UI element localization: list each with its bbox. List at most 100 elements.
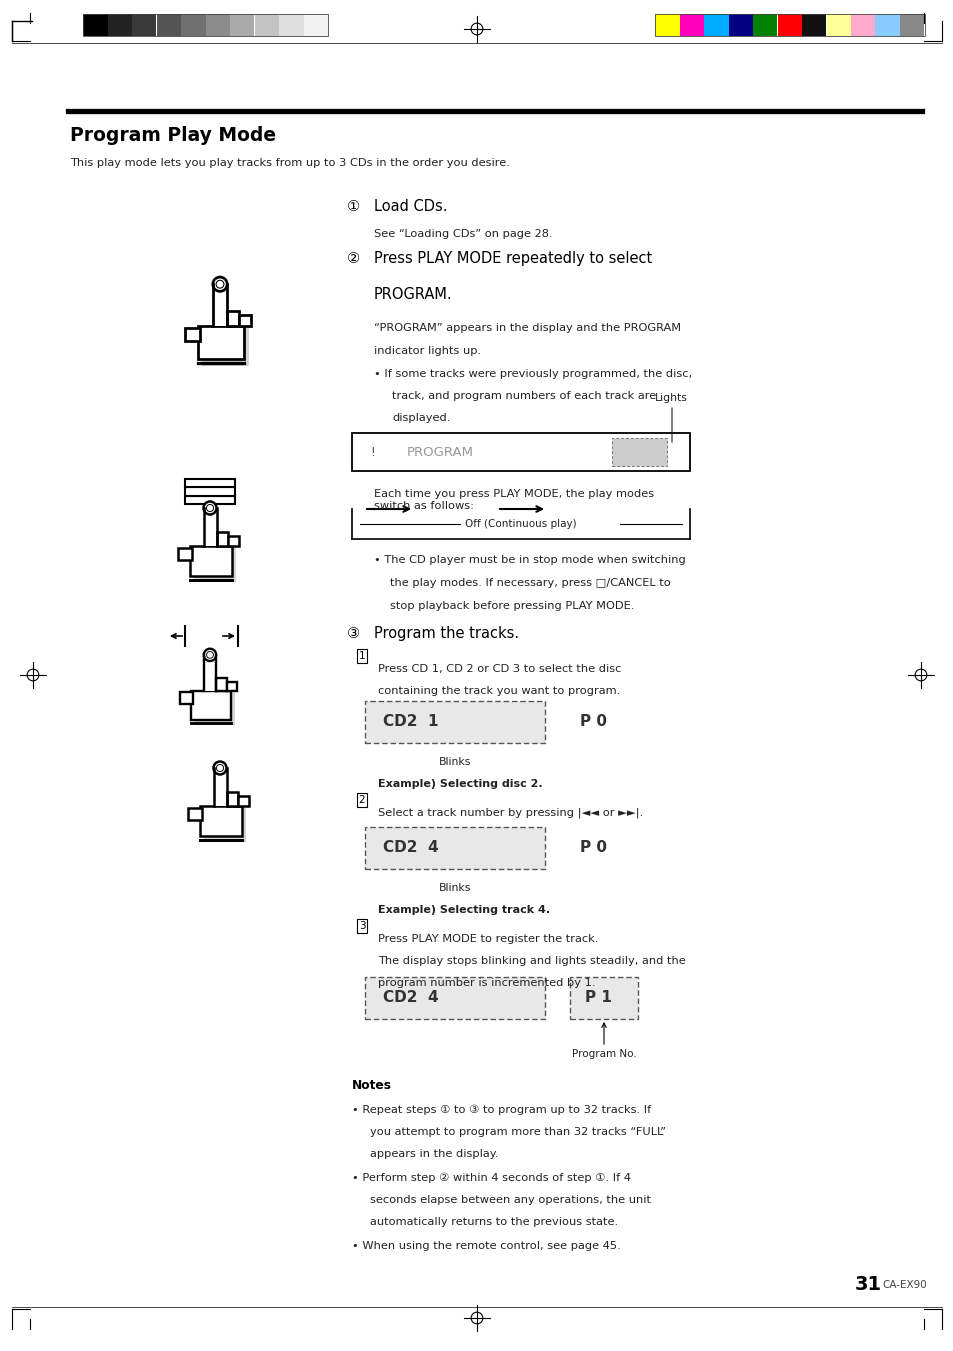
Text: automatically returns to the previous state.: automatically returns to the previous st… xyxy=(370,1217,618,1227)
Text: Example) Selecting disc 2.: Example) Selecting disc 2. xyxy=(377,780,542,789)
Text: Off (Continuous play): Off (Continuous play) xyxy=(465,519,577,530)
Text: • Repeat steps ① to ③ to program up to 32 tracks. If: • Repeat steps ① to ③ to program up to 3… xyxy=(352,1105,651,1116)
Bar xyxy=(365,977,544,1019)
Circle shape xyxy=(204,648,216,661)
Bar xyxy=(194,693,234,725)
Bar xyxy=(655,14,679,36)
Text: • If some tracks were previously programmed, the disc,: • If some tracks were previously program… xyxy=(374,369,691,380)
Bar xyxy=(365,827,544,869)
Text: containing the track you want to program.: containing the track you want to program… xyxy=(377,686,619,696)
Text: Press PLAY MODE to register the track.: Press PLAY MODE to register the track. xyxy=(377,934,598,944)
Text: program number is incremented by 1.: program number is incremented by 1. xyxy=(377,978,595,988)
Bar xyxy=(156,14,181,36)
Text: indicator lights up.: indicator lights up. xyxy=(374,346,480,357)
Text: Select a track number by pressing |◄◄ or ►►|.: Select a track number by pressing |◄◄ or… xyxy=(377,808,642,819)
Circle shape xyxy=(213,762,226,774)
Bar xyxy=(728,14,752,36)
Bar xyxy=(278,14,303,36)
Bar xyxy=(227,681,237,690)
Bar xyxy=(612,438,666,466)
Text: • When using the remote control, see page 45.: • When using the remote control, see pag… xyxy=(352,1242,620,1251)
Text: CD2  1: CD2 1 xyxy=(382,715,438,730)
Text: 2: 2 xyxy=(358,794,365,805)
Bar xyxy=(227,311,239,326)
Text: you attempt to program more than 32 tracks “FULL”: you attempt to program more than 32 trac… xyxy=(370,1127,665,1138)
Bar xyxy=(352,434,689,471)
Text: 3: 3 xyxy=(358,921,365,931)
Text: PROGRAM.: PROGRAM. xyxy=(374,286,452,303)
Text: CD2  4: CD2 4 xyxy=(382,990,438,1005)
Bar xyxy=(203,508,216,546)
Bar xyxy=(303,14,328,36)
Bar xyxy=(569,977,638,1019)
Text: Lights: Lights xyxy=(655,393,687,403)
Text: Blinks: Blinks xyxy=(438,757,471,767)
Text: stop playback before pressing PLAY MODE.: stop playback before pressing PLAY MODE. xyxy=(390,601,634,611)
Bar xyxy=(752,14,777,36)
Bar xyxy=(777,14,801,36)
Bar xyxy=(191,690,231,720)
Bar xyxy=(703,14,728,36)
Bar xyxy=(83,14,328,36)
Text: displayed.: displayed. xyxy=(392,413,450,423)
Text: See “Loading CDs” on page 28.: See “Loading CDs” on page 28. xyxy=(374,230,552,239)
Text: 1: 1 xyxy=(358,651,365,661)
Text: seconds elapse between any operations, the unit: seconds elapse between any operations, t… xyxy=(370,1196,650,1205)
Bar xyxy=(200,807,242,836)
Bar xyxy=(230,14,254,36)
Text: appears in the display.: appears in the display. xyxy=(370,1148,498,1159)
Bar xyxy=(227,536,238,546)
Text: PROGRAM: PROGRAM xyxy=(407,446,474,458)
Text: Blinks: Blinks xyxy=(438,884,471,893)
Bar xyxy=(825,14,850,36)
Bar xyxy=(213,767,226,807)
Bar xyxy=(193,549,235,582)
Text: track, and program numbers of each track are: track, and program numbers of each track… xyxy=(392,390,656,401)
Bar xyxy=(226,792,237,807)
Text: Press PLAY MODE repeatedly to select: Press PLAY MODE repeatedly to select xyxy=(374,251,652,266)
Bar xyxy=(213,284,227,326)
Text: P 0: P 0 xyxy=(579,840,606,855)
Bar xyxy=(185,328,200,340)
Bar xyxy=(254,14,278,36)
Text: Program the tracks.: Program the tracks. xyxy=(374,626,518,640)
Bar xyxy=(185,496,234,504)
Text: P 0: P 0 xyxy=(579,715,606,730)
Bar xyxy=(801,14,825,36)
Text: the play modes. If necessary, press □/CANCEL to: the play modes. If necessary, press □/CA… xyxy=(390,578,670,588)
Bar xyxy=(216,678,227,690)
Bar xyxy=(239,315,251,326)
Text: ①: ① xyxy=(347,199,359,213)
Text: !: ! xyxy=(370,446,375,458)
Bar xyxy=(204,655,216,690)
Bar xyxy=(132,14,156,36)
Text: Program Play Mode: Program Play Mode xyxy=(70,126,275,145)
Bar xyxy=(185,486,234,496)
Circle shape xyxy=(213,277,227,292)
Bar xyxy=(205,14,230,36)
Bar xyxy=(83,14,108,36)
Bar xyxy=(216,532,227,546)
Bar xyxy=(899,14,923,36)
Circle shape xyxy=(203,501,216,515)
Text: • Perform step ② within 4 seconds of step ①. If 4: • Perform step ② within 4 seconds of ste… xyxy=(352,1173,630,1183)
Bar xyxy=(188,808,202,820)
Bar xyxy=(178,547,192,559)
Bar xyxy=(850,14,875,36)
Text: Press CD 1, CD 2 or CD 3 to select the disc: Press CD 1, CD 2 or CD 3 to select the d… xyxy=(377,663,620,674)
Text: ③: ③ xyxy=(347,626,359,640)
Text: CD2  4: CD2 4 xyxy=(382,840,438,855)
Bar xyxy=(202,328,249,366)
Text: • The CD player must be in stop mode when switching: • The CD player must be in stop mode whe… xyxy=(374,555,685,565)
Text: Notes: Notes xyxy=(352,1079,392,1092)
Text: CA-EX90: CA-EX90 xyxy=(882,1279,925,1290)
Text: “PROGRAM” appears in the display and the PROGRAM: “PROGRAM” appears in the display and the… xyxy=(374,323,680,332)
Bar xyxy=(198,326,244,359)
Text: This play mode lets you play tracks from up to 3 CDs in the order you desire.: This play mode lets you play tracks from… xyxy=(70,158,509,168)
Bar xyxy=(179,693,193,704)
Text: The display stops blinking and lights steadily, and the: The display stops blinking and lights st… xyxy=(377,957,685,966)
Bar xyxy=(185,478,234,486)
Text: Example) Selecting track 4.: Example) Selecting track 4. xyxy=(377,905,550,915)
Bar xyxy=(365,701,544,743)
Text: Program No.: Program No. xyxy=(571,1048,636,1059)
